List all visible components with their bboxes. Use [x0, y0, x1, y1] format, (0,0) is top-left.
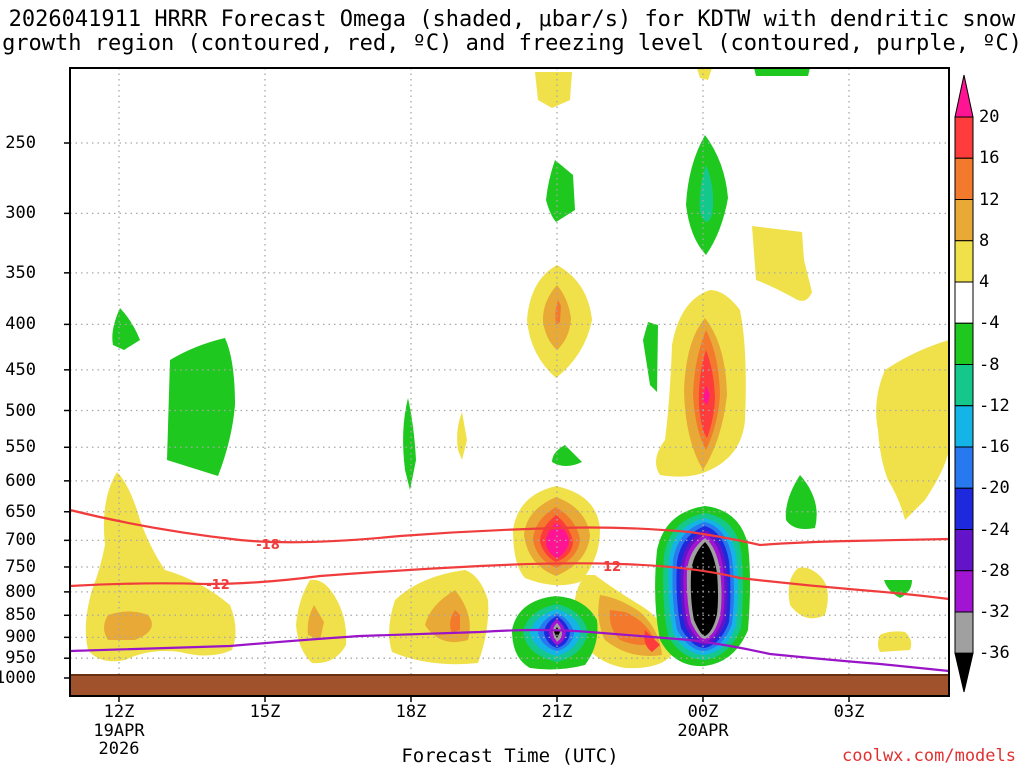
omega-blob [644, 630, 660, 652]
omega-blob [752, 226, 812, 301]
site-credit: coolwx.com/models [842, 746, 1016, 766]
omega-shading [85, 68, 949, 670]
y-tick-label: 750 [5, 556, 36, 577]
y-tick-label: 450 [5, 359, 36, 380]
chart-title-line1: 2026041911 HRRR Forecast Omega (shaded, … [8, 7, 1016, 32]
colorbar-label: -28 [979, 560, 1010, 581]
omega-blob [450, 610, 460, 633]
y-tick-label: 400 [5, 314, 36, 335]
contour-labels: -18 -12 12 [206, 538, 621, 593]
colorbar-swatch [954, 281, 974, 324]
colorbar-label: 12 [979, 189, 1000, 210]
colorbar-swatch [954, 116, 974, 159]
dendritic-contour-minus-12 [69, 562, 950, 601]
omega-blob [535, 72, 572, 108]
colorbar-swatch [954, 240, 974, 283]
y-tick-label: 650 [5, 501, 36, 522]
colorbar-label: -20 [979, 478, 1010, 499]
y-tick-label: 850 [5, 605, 36, 626]
colorbar-swatch [954, 364, 974, 407]
colorbar-swatch [954, 570, 974, 613]
colorbar-swatch [954, 446, 974, 489]
y-tick-label: 1000 [0, 668, 36, 688]
x-tick-sublabel: 20APR [677, 721, 729, 741]
dendritic-contour-minus-18 [69, 508, 950, 547]
omega-blob [690, 542, 718, 636]
omega-blob [104, 611, 152, 640]
colorbar-label: -36 [979, 643, 1010, 664]
x-tick-label: 12Z [103, 702, 135, 722]
omega-blob [785, 475, 817, 529]
colorbar-label: 8 [979, 230, 990, 251]
omega-blob [112, 308, 140, 350]
colorbar [954, 74, 974, 693]
omega-blob [403, 398, 416, 490]
plot-area: -18 -12 12 [69, 67, 950, 697]
y-tick-label: 500 [5, 400, 36, 421]
contour-label: 12 [603, 560, 621, 575]
omega-blob [167, 338, 235, 476]
x-tick-label: 18Z [395, 702, 427, 722]
colorbar-top-arrow [954, 74, 974, 118]
colorbar-swatch [954, 529, 974, 572]
omega-blob [545, 523, 569, 558]
y-tick-label: 800 [5, 581, 36, 602]
colorbar-swatch [954, 487, 974, 530]
colorbar-bottom-arrow [954, 652, 974, 693]
colorbar-label: -16 [979, 437, 1010, 457]
y-tick-label: 550 [5, 437, 36, 458]
omega-blob [697, 68, 712, 80]
colorbar-label: 4 [979, 272, 990, 292]
x-tick-sublabel: 19APR [93, 721, 145, 741]
colorbar-swatch [954, 157, 974, 200]
colorbar-label: -32 [979, 602, 1010, 622]
colorbar-swatch [954, 611, 974, 654]
contour-label: -18 [256, 538, 280, 553]
y-tick-label: 900 [5, 627, 36, 648]
chart-title-line2: growth region (contoured, red, ºC) and f… [2, 31, 1022, 56]
colorbar-swatch [954, 322, 974, 365]
omega-blob [703, 385, 710, 405]
axis-ticks [64, 142, 850, 702]
omega-blob [555, 300, 561, 325]
colorbar-label: -12 [979, 395, 1010, 416]
omega-blob [754, 68, 810, 76]
contours [69, 508, 950, 673]
x-tick-label: 15Z [249, 702, 281, 722]
x-tick-label: 21Z [541, 702, 573, 722]
omega-blob [457, 412, 467, 460]
omega-blob [546, 160, 575, 222]
colorbar-label: -24 [979, 519, 1010, 540]
y-tick-label: 300 [5, 203, 36, 224]
x-tick-label: 03Z [833, 702, 865, 722]
y-tick-label: 350 [5, 262, 36, 283]
ground-edge [70, 674, 949, 676]
colorbar-label: 16 [979, 148, 1000, 169]
omega-blob [876, 340, 949, 520]
colorbar-label: -8 [979, 354, 1000, 375]
contour-label: -12 [206, 578, 230, 593]
ground-layer [70, 674, 949, 696]
colorbar-swatch [954, 405, 974, 448]
omega-blob [307, 605, 324, 640]
y-tick-label: 600 [5, 470, 36, 491]
colorbar-label: 20 [979, 107, 1000, 127]
freezing-level-contour [69, 628, 950, 673]
colorbar-label: -4 [979, 313, 1000, 334]
omega-blob [878, 631, 912, 652]
plot-frame [69, 67, 950, 697]
y-tick-label: 700 [5, 530, 36, 551]
y-tick-label: 250 [5, 133, 36, 153]
y-tick-label: 950 [5, 648, 36, 669]
x-tick-label: 00Z [687, 702, 719, 722]
omega-blob [643, 322, 658, 392]
omega-blob [552, 445, 582, 466]
x-axis-title: Forecast Time (UTC) [401, 745, 619, 767]
x-tick-sublabel: 2026 [98, 739, 140, 759]
omega-blob [788, 567, 828, 619]
colorbar-swatch [954, 199, 974, 242]
